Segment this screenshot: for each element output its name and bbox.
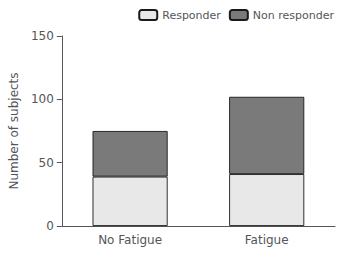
svg-text:No Fatigue: No Fatigue [98, 233, 162, 247]
svg-text:50: 50 [39, 156, 54, 170]
svg-text:100: 100 [31, 92, 54, 106]
svg-text:Responder: Responder [162, 9, 221, 22]
svg-text:150: 150 [31, 29, 54, 43]
svg-text:Non responder: Non responder [253, 9, 335, 22]
svg-text:Fatigue: Fatigue [245, 233, 289, 247]
svg-text:0: 0 [46, 219, 54, 233]
svg-text:Number of subjects: Number of subjects [7, 72, 21, 189]
